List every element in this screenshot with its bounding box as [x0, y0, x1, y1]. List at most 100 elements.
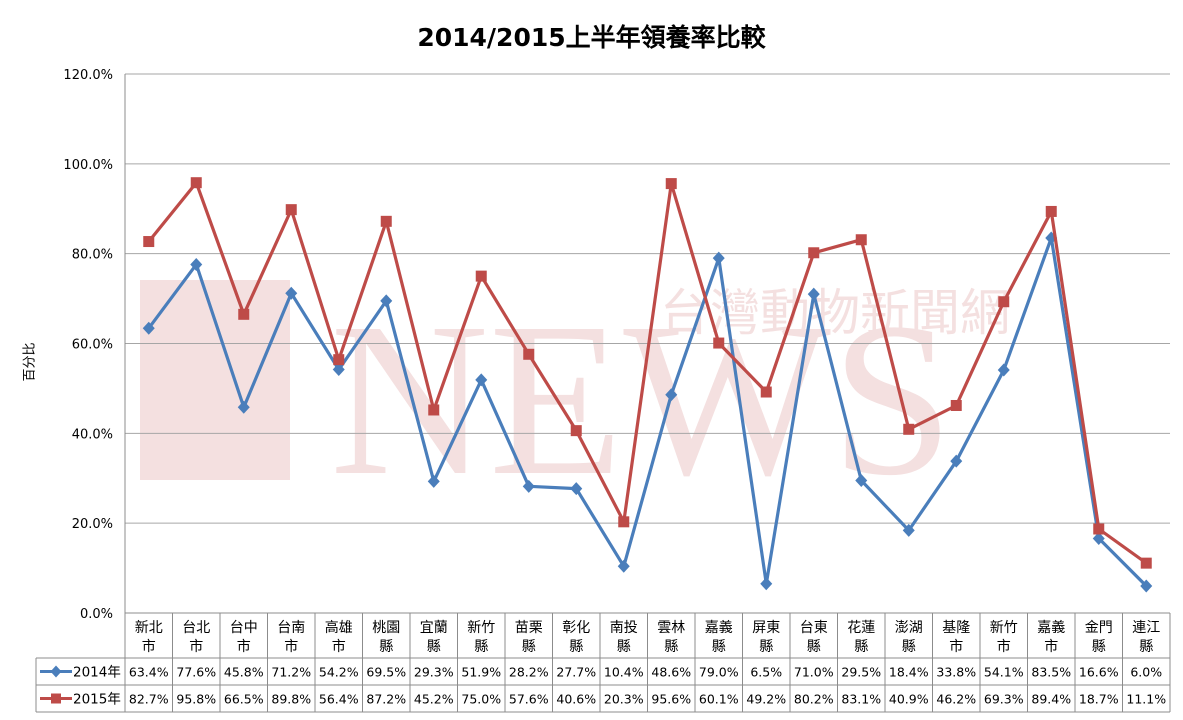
- y-tick-label: 80.0%: [72, 248, 113, 263]
- data-label: 77.6%: [176, 665, 216, 680]
- data-point: [665, 178, 677, 190]
- x-tick-label: 縣: [854, 639, 868, 655]
- data-label: 54.1%: [984, 665, 1024, 680]
- data-point: [237, 400, 250, 414]
- data-point: [665, 388, 678, 402]
- data-label: 66.5%: [224, 692, 264, 707]
- x-tick-label: 縣: [664, 639, 678, 655]
- data-label: 29.3%: [414, 665, 454, 680]
- data-label: 11.1%: [1126, 692, 1166, 707]
- data-label: 6.5%: [750, 665, 782, 680]
- series-line-2: [147, 181, 1148, 565]
- data-label: 48.6%: [651, 665, 691, 680]
- x-tick-label: 嘉義: [1037, 619, 1065, 636]
- x-tick-label: 縣: [617, 639, 631, 655]
- x-tick-label: 台北: [182, 620, 210, 636]
- data-point: [950, 399, 962, 411]
- data-label: 45.2%: [414, 692, 454, 707]
- x-tick-label: 縣: [474, 639, 488, 655]
- data-point: [1093, 523, 1105, 535]
- data-label: 89.8%: [271, 692, 311, 707]
- series-line-1: [147, 236, 1148, 588]
- data-point: [475, 270, 487, 282]
- data-point: [333, 354, 345, 366]
- x-tick-label: 市: [189, 638, 203, 655]
- data-label: 69.5%: [366, 665, 406, 680]
- data-point: [523, 348, 535, 360]
- x-tick-label: 市: [284, 638, 298, 655]
- x-tick-label: 南投: [610, 620, 638, 636]
- data-label: 63.4%: [129, 665, 169, 680]
- data-point: [760, 386, 772, 398]
- x-tick-label: 連江: [1132, 620, 1160, 636]
- legend-label: 2015年: [73, 692, 121, 708]
- data-label: 71.2%: [271, 665, 311, 680]
- data-label: 16.6%: [1079, 665, 1119, 680]
- data-label: 27.7%: [556, 665, 596, 680]
- data-label: 51.9%: [461, 665, 501, 680]
- data-point: [142, 321, 155, 335]
- x-tick-label: 市: [949, 638, 963, 655]
- x-tick-label: 縣: [807, 639, 821, 655]
- y-tick-label: 0.0%: [80, 607, 113, 622]
- data-point: [1045, 205, 1057, 217]
- x-tick-label: 縣: [759, 639, 773, 655]
- data-point: [427, 474, 440, 488]
- data-label: 28.2%: [509, 665, 549, 680]
- x-tick-label: 台南: [277, 620, 305, 636]
- data-point: [855, 234, 867, 246]
- data-point: [475, 373, 488, 387]
- x-tick-label: 縣: [569, 639, 583, 655]
- data-point: [238, 308, 250, 320]
- data-label: 75.0%: [461, 692, 501, 707]
- data-point: [522, 479, 535, 493]
- data-point: [950, 454, 963, 468]
- x-tick-label: 台中: [230, 620, 258, 636]
- x-tick-label: 澎湖: [895, 620, 923, 636]
- data-label: 54.2%: [319, 665, 359, 680]
- x-tick-label: 高雄: [325, 619, 353, 636]
- data-point: [285, 286, 298, 300]
- data-label: 87.2%: [366, 692, 406, 707]
- x-tick-label: 金門: [1085, 620, 1113, 636]
- data-point: [807, 287, 820, 301]
- x-tick-label: 花蓮: [847, 620, 875, 636]
- y-tick-label: 100.0%: [63, 158, 113, 173]
- data-point: [1140, 557, 1152, 569]
- data-label: 20.3%: [604, 692, 644, 707]
- data-label: 95.6%: [651, 692, 691, 707]
- data-point: [428, 404, 440, 416]
- data-label: 45.8%: [224, 665, 264, 680]
- data-label: 18.7%: [1079, 692, 1119, 707]
- x-tick-label: 市: [1044, 638, 1058, 655]
- data-point: [855, 473, 868, 487]
- data-label: 89.4%: [1031, 692, 1071, 707]
- data-label: 49.2%: [746, 692, 786, 707]
- data-point: [190, 257, 203, 271]
- data-label: 60.1%: [699, 692, 739, 707]
- data-point: [332, 363, 345, 377]
- data-label: 46.2%: [936, 692, 976, 707]
- data-point: [760, 577, 773, 591]
- legend-marker: [50, 665, 62, 678]
- data-point: [285, 204, 297, 216]
- data-point: [570, 425, 582, 437]
- x-tick-label: 市: [237, 638, 251, 655]
- data-label: 10.4%: [604, 665, 644, 680]
- x-tick-label: 彰化: [562, 619, 590, 636]
- data-label: 18.4%: [889, 665, 929, 680]
- x-tick-label: 縣: [1092, 639, 1106, 655]
- data-label: 83.1%: [841, 692, 881, 707]
- data-point: [143, 236, 155, 248]
- x-tick-label: 市: [332, 638, 346, 655]
- data-point: [712, 251, 725, 265]
- y-tick-label: 40.0%: [72, 427, 113, 442]
- data-point: [190, 177, 202, 189]
- data-label: 71.0%: [794, 665, 834, 680]
- x-tick-label: 嘉義: [705, 619, 733, 636]
- x-tick-label: 縣: [522, 639, 536, 655]
- data-label: 40.9%: [889, 692, 929, 707]
- data-label: 33.8%: [936, 665, 976, 680]
- x-tick-label: 新竹: [467, 620, 495, 636]
